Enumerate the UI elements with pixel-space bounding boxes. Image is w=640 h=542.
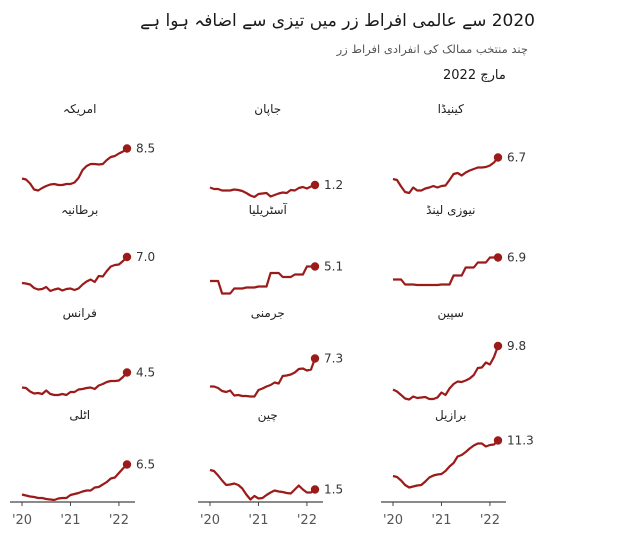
chart-subtitle: چند منتخب ممالک کی انفرادی افراط زر bbox=[336, 42, 528, 56]
end-value-label: 11.3 bbox=[507, 434, 534, 448]
x-tick-label: '20 bbox=[12, 513, 32, 528]
panel-title: فرانس bbox=[63, 306, 97, 321]
panel-1: امریکہ 8.5 bbox=[21, 102, 155, 192]
panel-9: سپین 9.8 bbox=[392, 306, 526, 401]
end-point-marker bbox=[310, 485, 320, 494]
chart-title: 2020 سے عالمی افراط زر میں تیزی سے اضافہ… bbox=[140, 11, 535, 31]
end-value-label: 4.5 bbox=[136, 366, 155, 380]
end-value-label: 5.1 bbox=[324, 260, 343, 274]
end-point-marker bbox=[310, 180, 320, 190]
series-line bbox=[392, 345, 500, 401]
end-point-marker bbox=[493, 436, 503, 445]
end-value-label: 1.5 bbox=[324, 483, 343, 497]
end-value-label: 7.3 bbox=[324, 352, 343, 366]
panel-title: نیوزی لینڈ bbox=[426, 203, 475, 218]
series-line bbox=[392, 156, 499, 195]
x-tick-label: '21 bbox=[248, 513, 268, 528]
panel-12: برازیل 11.3 bbox=[392, 408, 534, 489]
end-value-label: 6.7 bbox=[507, 151, 526, 165]
x-tick-label: '22 bbox=[297, 513, 317, 528]
end-point-marker bbox=[122, 368, 132, 377]
panel-10: اٹلی 6.5 bbox=[21, 408, 155, 502]
panel-title: آسٹریلیا bbox=[249, 202, 288, 218]
x-tick-label: '22 bbox=[109, 513, 129, 528]
series-line bbox=[210, 265, 315, 295]
series-line bbox=[21, 463, 128, 502]
x-tick-label: '22 bbox=[480, 513, 500, 528]
panel-title: سپین bbox=[438, 306, 464, 321]
series-line bbox=[209, 468, 316, 501]
end-point-marker bbox=[493, 253, 503, 262]
series-line bbox=[393, 256, 498, 287]
panel-title: امریکہ bbox=[63, 102, 96, 117]
panel-title: برازیل bbox=[435, 408, 467, 423]
end-point-marker bbox=[493, 341, 503, 351]
panel-title: جرمنی bbox=[251, 306, 285, 321]
end-point-marker bbox=[310, 262, 320, 271]
end-value-label: 8.5 bbox=[136, 142, 155, 156]
x-tick-label: '20 bbox=[383, 513, 403, 528]
end-value-label: 1.2 bbox=[324, 178, 343, 192]
end-value-label: 9.8 bbox=[507, 339, 526, 353]
series-line bbox=[210, 358, 317, 398]
end-value-label: 6.9 bbox=[507, 251, 526, 265]
series-line bbox=[21, 371, 128, 397]
panel-8: جرمنی 7.3 bbox=[210, 306, 343, 398]
panel-title: چین bbox=[258, 408, 278, 423]
series-line bbox=[209, 183, 316, 199]
panel-title: برطانیہ bbox=[61, 203, 98, 218]
end-point-marker bbox=[310, 354, 320, 363]
panel-title: کینیڈا bbox=[438, 102, 464, 116]
period-label: مارچ 2022 bbox=[443, 68, 506, 83]
panel-4: برطانیہ 7.0 bbox=[21, 203, 155, 293]
end-point-marker bbox=[122, 460, 132, 469]
panel-6: نیوزی لینڈ 6.9 bbox=[393, 203, 526, 287]
end-point-marker bbox=[122, 144, 132, 153]
series-line bbox=[21, 256, 128, 293]
end-point-marker bbox=[122, 252, 132, 262]
x-tick-label: '20 bbox=[200, 513, 220, 528]
end-value-label: 7.0 bbox=[136, 250, 155, 264]
series-line bbox=[21, 147, 128, 192]
panel-5: آسٹریلیا 5.1 bbox=[210, 202, 343, 295]
panel-title: اٹلی bbox=[69, 408, 90, 422]
panel-2: جاپان 1.2 bbox=[209, 102, 343, 199]
x-tick-label: '21 bbox=[60, 513, 80, 528]
panel-7: فرانس 4.5 bbox=[21, 306, 155, 397]
end-point-marker bbox=[493, 153, 503, 162]
panel-title: جاپان bbox=[254, 102, 281, 116]
x-tick-label: '21 bbox=[431, 513, 451, 528]
end-value-label: 6.5 bbox=[136, 458, 155, 472]
panel-3: کینیڈا 6.7 bbox=[392, 102, 526, 195]
panel-11: چین 1.5 bbox=[209, 408, 343, 501]
series-line bbox=[392, 439, 499, 489]
